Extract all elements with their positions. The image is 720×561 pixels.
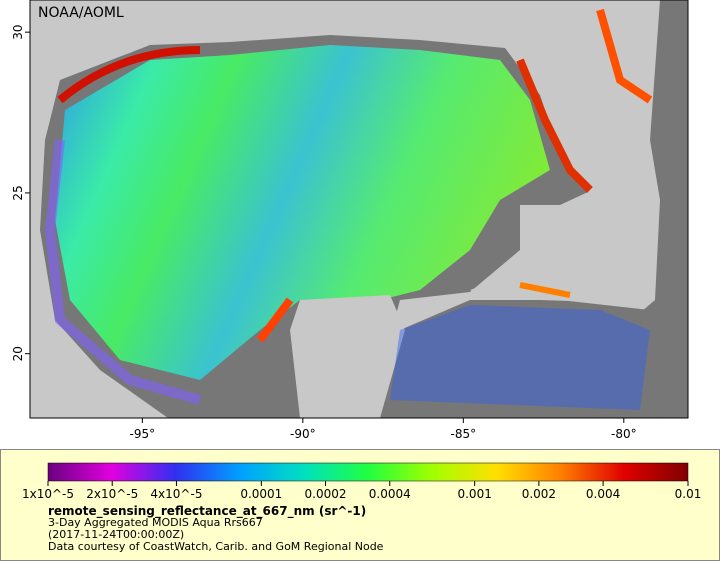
reflectance-field: [390, 305, 650, 410]
colorbar-tick-label: 0.01: [675, 487, 702, 501]
y-tick-label: 30: [11, 25, 25, 40]
colorbar-tick-label: 0.0002: [305, 487, 347, 501]
coast-low: [44, 139, 202, 405]
note: Data courtesy of CoastWatch, Carib. and …: [48, 540, 384, 553]
colorbar: [47, 462, 689, 482]
coast-high: [256, 297, 294, 343]
colorbar-title: remote_sensing_reflectance_at_667_nm (sr…: [48, 504, 366, 519]
map-frame: [29, 0, 689, 419]
y-tick-label: 20: [11, 346, 25, 361]
colorbar-tick-label: 2x10^-5: [86, 487, 138, 501]
colorbar-tick-label: 4x10^-5: [150, 487, 202, 501]
note: 3-Day Aggregated MODIS Aqua Rrs667: [48, 516, 263, 529]
yucatan: [290, 295, 405, 418]
coast-high: [596, 8, 653, 104]
y-tick-label: 25: [11, 185, 25, 200]
x-tick-label: -95°: [130, 427, 156, 441]
note: (2017-11-24T00:00:00Z): [48, 528, 184, 541]
atlantic-water: [620, 0, 688, 418]
cuba: [470, 272, 655, 302]
caribbean-water: [380, 300, 660, 418]
x-tick-label: -85°: [451, 427, 477, 441]
x-tick-label: -80°: [611, 427, 637, 441]
coast-high: [516, 58, 593, 193]
reflectance-field: [55, 45, 550, 380]
coast-high: [57, 46, 201, 104]
coast-high: [519, 282, 571, 298]
colorbar-tick-label: 1x10^-5: [22, 487, 74, 501]
colorbar-tick-label: 0.0001: [240, 487, 282, 501]
colorbar-tick-label: 0.001: [457, 487, 491, 501]
colorbar-tick-label: 0.002: [522, 487, 556, 501]
x-tick-label: -90°: [290, 427, 316, 441]
colorbar-tick-label: 0.0004: [369, 487, 411, 501]
credit-label: NOAA/AOML: [38, 5, 124, 21]
colorbar-tick-label: 0.004: [586, 487, 620, 501]
